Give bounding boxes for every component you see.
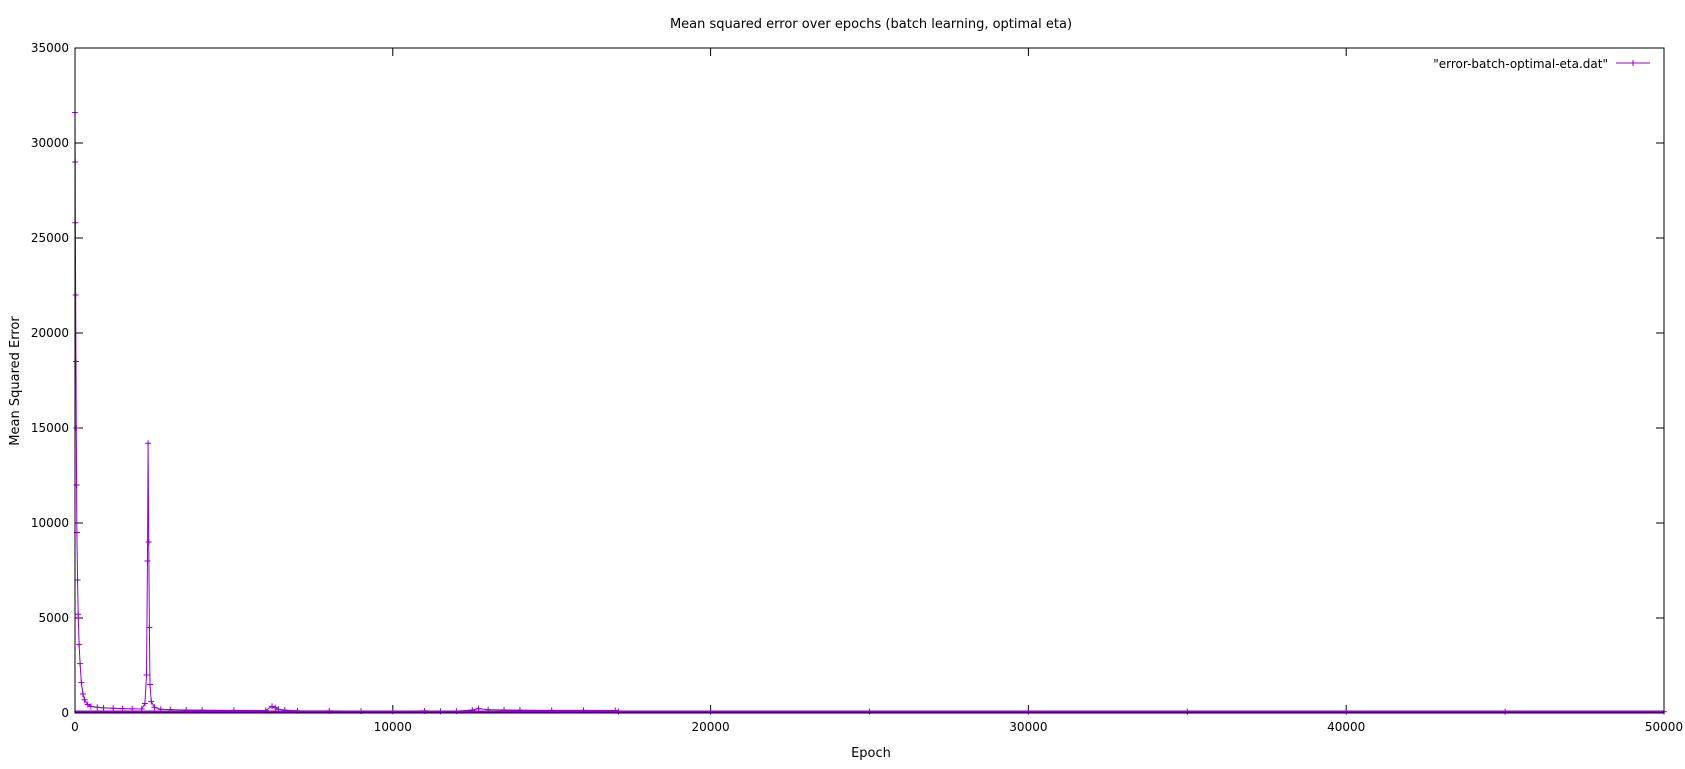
y-tick-label: 15000 — [31, 421, 69, 435]
chart-title: Mean squared error over epochs (batch le… — [670, 17, 1072, 32]
y-axis-title: Mean Squared Error — [8, 316, 23, 446]
data-point-marker — [141, 700, 148, 707]
data-point-marker — [76, 641, 83, 648]
x-tick-label: 30000 — [1009, 720, 1047, 734]
series-layer — [72, 109, 1667, 715]
data-point-marker — [77, 660, 84, 667]
legend-marker — [1630, 60, 1636, 66]
data-point-marker — [151, 704, 158, 711]
data-point-marker — [143, 672, 150, 678]
x-tick-label: 0 — [71, 720, 79, 734]
x-tick-label: 10000 — [374, 720, 412, 734]
data-point-marker — [110, 705, 117, 712]
x-axis-title: Epoch — [851, 746, 891, 761]
data-point-marker — [94, 704, 101, 711]
data-point-marker — [79, 691, 86, 697]
data-point-marker — [78, 679, 85, 686]
y-tick-label: 10000 — [31, 516, 69, 530]
y-tick-label: 0 — [61, 706, 69, 720]
data-point-marker — [145, 440, 152, 447]
data-point-marker — [74, 577, 81, 583]
x-tick-label: 40000 — [1327, 720, 1365, 734]
data-point-marker — [144, 558, 151, 564]
ticks-layer: 0 10000 20000 30000 40000 50000 0 5000 10000 1500… — [31, 41, 1683, 734]
x-tick-label: 50000 — [1645, 720, 1683, 734]
data-point-marker — [100, 704, 107, 711]
data-point-marker — [72, 292, 79, 298]
data-point-marker — [146, 624, 153, 631]
data-point-marker — [148, 698, 155, 705]
data-point-marker — [81, 696, 88, 703]
plot-frame — [74, 47, 1665, 714]
y-tick-label: 20000 — [31, 326, 69, 340]
data-point-marker — [87, 703, 94, 710]
data-point-marker — [145, 539, 152, 545]
y-tick-label: 30000 — [31, 136, 69, 150]
legend-label: "error-batch-optimal-eta.dat" — [1433, 57, 1608, 71]
data-point-marker — [75, 611, 82, 618]
data-point-marker — [147, 681, 154, 688]
data-point-marker — [269, 703, 276, 710]
y-tick-label: 5000 — [38, 611, 69, 625]
data-point-marker — [72, 358, 79, 365]
x-tick-label: 20000 — [692, 720, 730, 734]
legend: "error-batch-optimal-eta.dat" — [1433, 57, 1650, 71]
data-point-marker — [84, 701, 91, 708]
y-tick-label: 35000 — [31, 41, 69, 55]
data-point-marker — [73, 425, 80, 431]
y-tick-label: 25000 — [31, 231, 69, 245]
data-point-marker — [272, 704, 279, 711]
